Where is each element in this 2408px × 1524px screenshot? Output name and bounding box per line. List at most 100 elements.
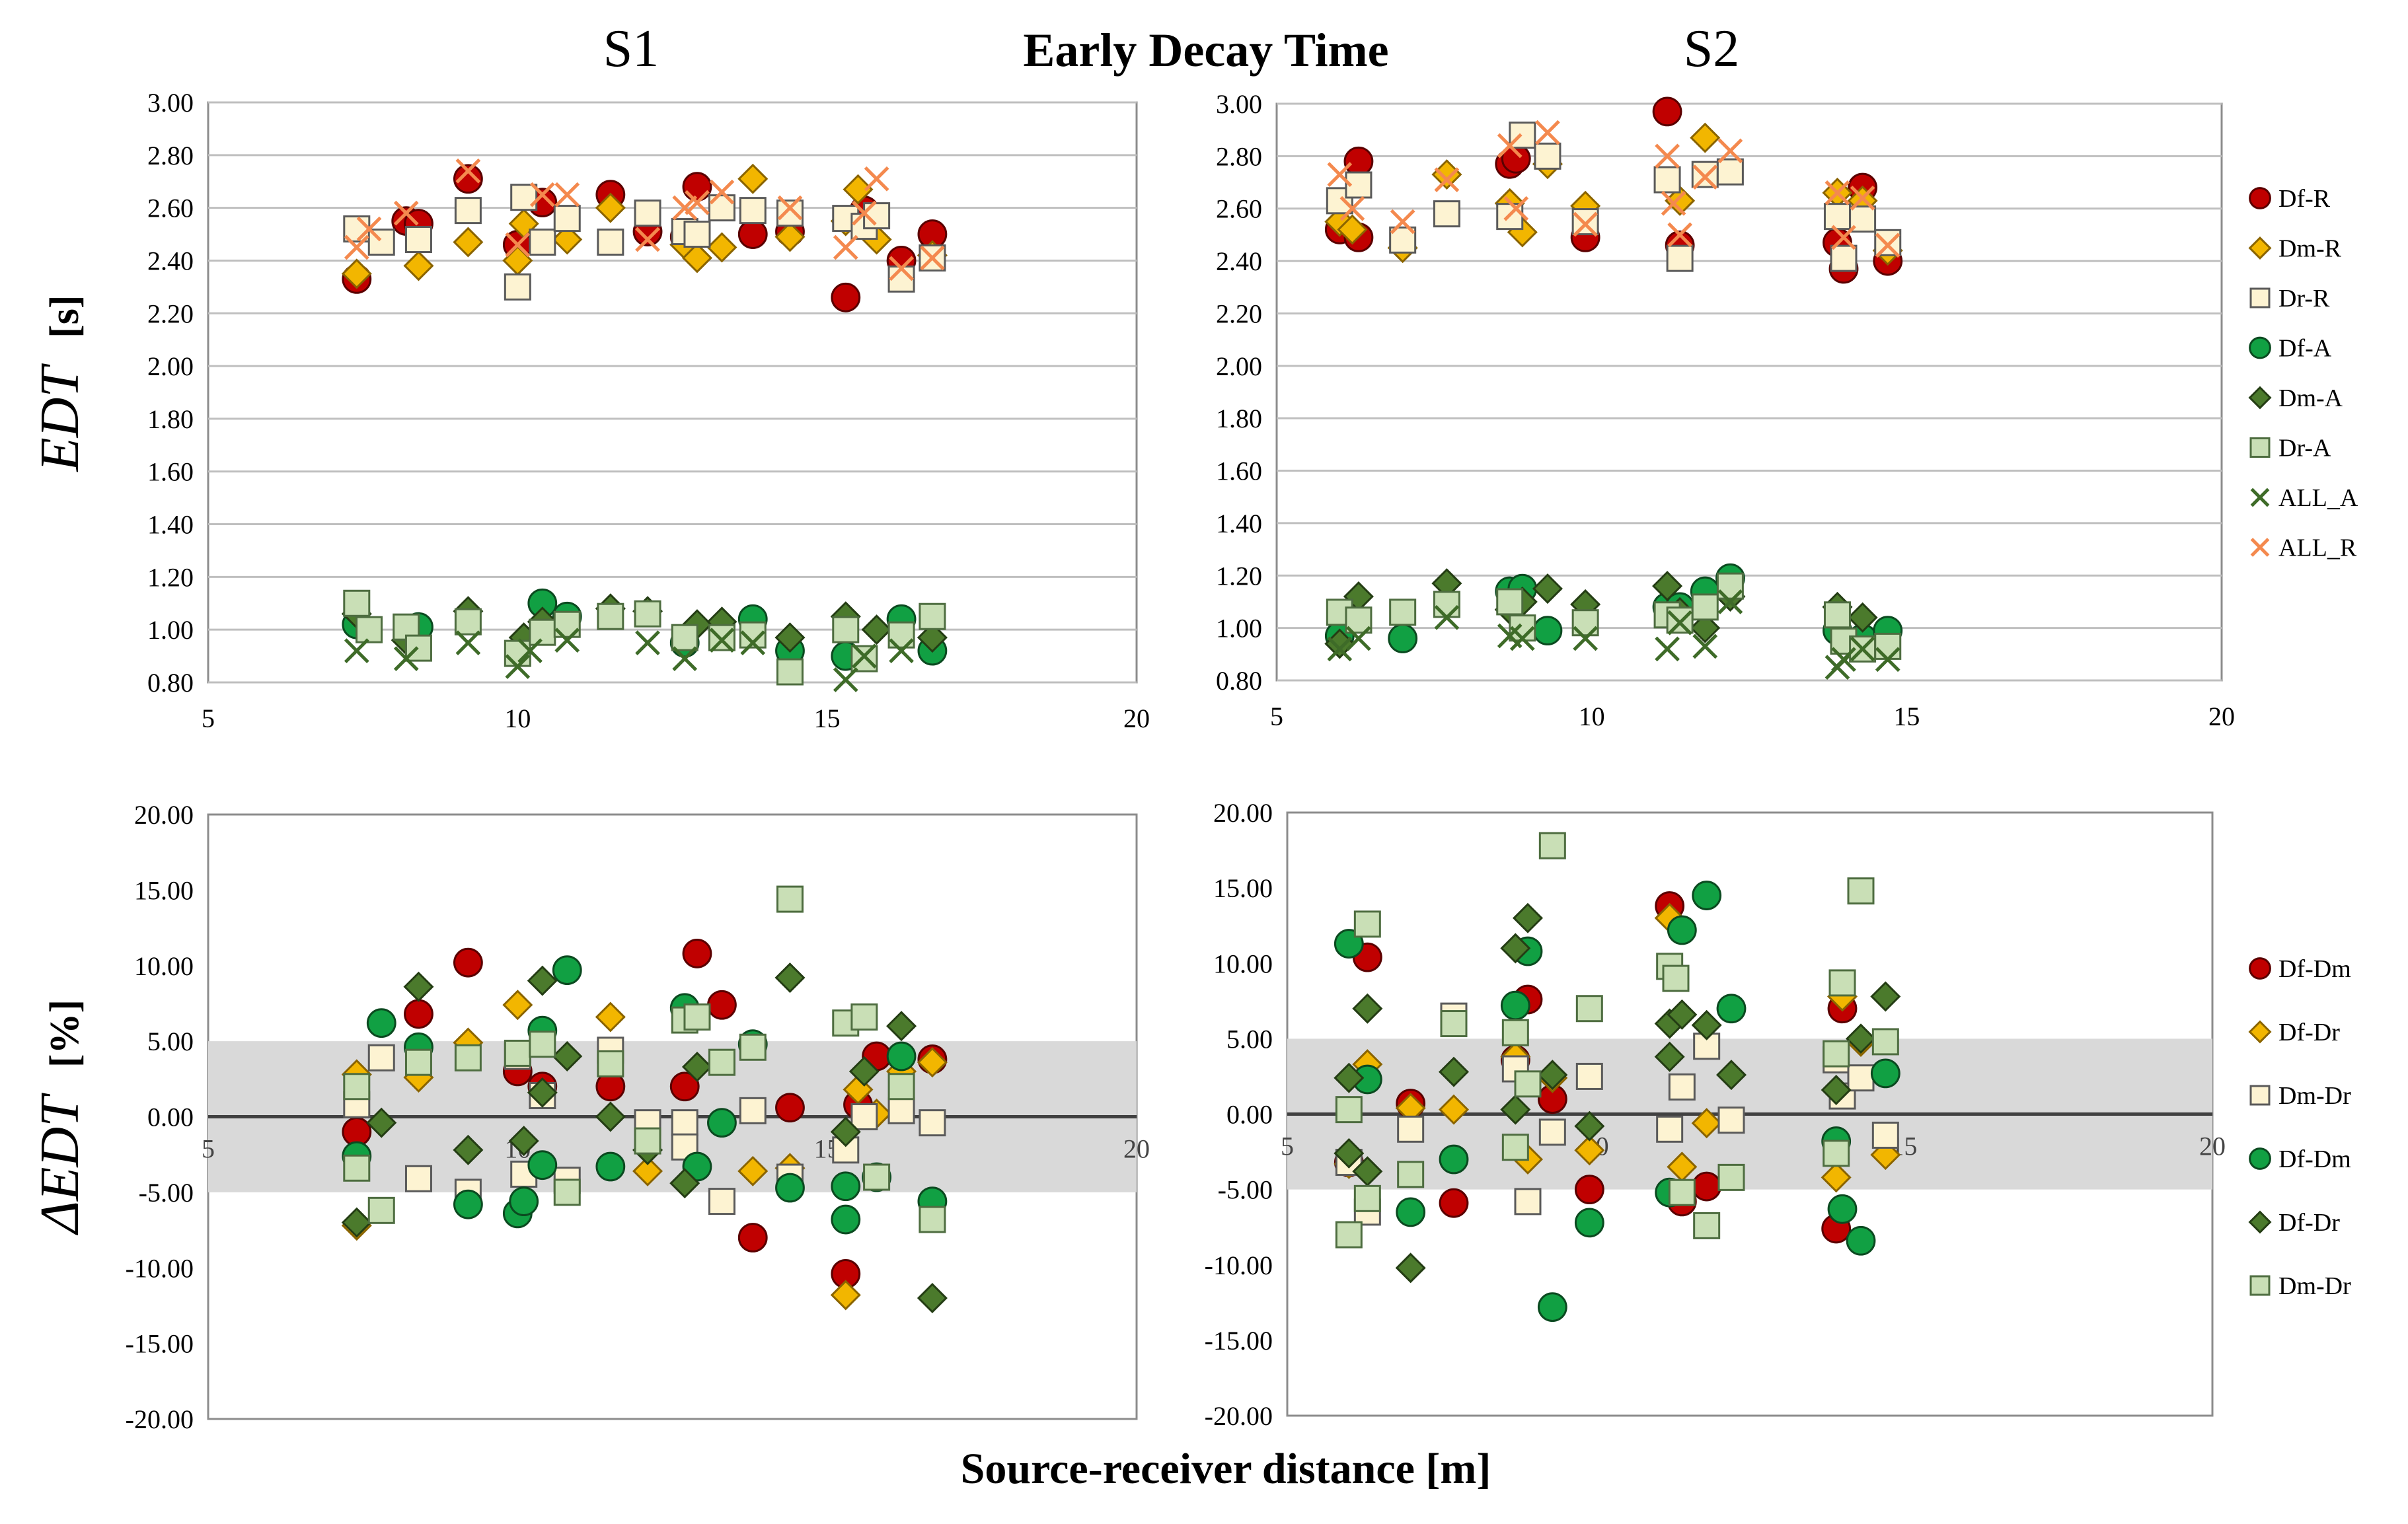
- data-point: [1503, 196, 1529, 221]
- data-point: [1825, 180, 1850, 205]
- data-point: [1830, 244, 1858, 272]
- data-point: [830, 1280, 861, 1311]
- legend-item: Df-A: [2249, 335, 2332, 363]
- legend-marker: [2249, 1147, 2271, 1170]
- data-point: [1396, 1197, 1426, 1227]
- y-tick-label: 2.20: [1216, 299, 1262, 328]
- data-point: [1496, 588, 1524, 616]
- data-point: [1875, 233, 1900, 258]
- data-point: [708, 1048, 735, 1076]
- data-point: [1353, 910, 1381, 938]
- data-point: [1667, 999, 1698, 1030]
- data-point: [843, 174, 874, 205]
- panel-title-s2: S2: [1684, 20, 1740, 78]
- y-tick-label: 1.40: [1216, 509, 1262, 538]
- series-dr-r: [1326, 122, 1902, 272]
- data-point: [1690, 612, 1721, 643]
- legend-marker: [2248, 236, 2272, 260]
- data-point: [919, 1109, 946, 1137]
- data-point: [1691, 1108, 1722, 1139]
- data-point: [454, 1044, 482, 1071]
- legend-item: ALL_A: [2250, 484, 2358, 512]
- data-point: [366, 1008, 396, 1038]
- y-tick-label: -20.00: [126, 1404, 194, 1434]
- data-point: [341, 1207, 372, 1238]
- y-tick-label: 10.00: [134, 951, 194, 981]
- data-point: [1692, 881, 1722, 910]
- data-point: [554, 182, 580, 207]
- data-point: [1668, 1073, 1696, 1101]
- legend-marker: [2248, 1020, 2272, 1044]
- data-point: [1715, 1060, 1747, 1091]
- figure-title: Early Decay Time: [1023, 24, 1388, 77]
- data-point: [1828, 969, 1856, 997]
- data-point: [671, 1109, 698, 1137]
- data-point: [1871, 1121, 1899, 1149]
- data-point: [681, 242, 712, 273]
- data-point: [453, 1134, 484, 1165]
- series-dr-a: [1326, 572, 1902, 663]
- data-point: [681, 1051, 712, 1083]
- series-df-dr: [1334, 902, 1901, 1284]
- data-point: [453, 164, 483, 194]
- y-tick-label: -10.00: [126, 1253, 194, 1283]
- plot-area: [1275, 102, 2223, 682]
- y-tick-label: 10.00: [1213, 949, 1273, 978]
- legend-label: Df-Dm: [2278, 955, 2351, 983]
- data-point: [1716, 994, 1747, 1024]
- x-tick-label: 5: [202, 704, 215, 733]
- data-point: [1501, 1019, 1529, 1046]
- data-point: [635, 227, 660, 252]
- data-point: [1537, 1292, 1567, 1323]
- data-point: [393, 646, 419, 671]
- legend-marker: [2249, 957, 2271, 980]
- x-tick-label: 5: [202, 1134, 215, 1164]
- data-point: [517, 638, 543, 663]
- legend-marker: [2249, 336, 2271, 359]
- data-point: [1514, 1188, 1542, 1216]
- data-point: [635, 630, 660, 656]
- data-point: [887, 1097, 915, 1124]
- y-tick-label: -5.00: [1218, 1175, 1273, 1205]
- legend-marker: [2250, 488, 2270, 507]
- legend-item: Dm-R: [2248, 235, 2342, 263]
- data-point: [595, 1101, 626, 1132]
- data-point: [505, 232, 531, 258]
- data-point: [1691, 593, 1719, 621]
- y-tick-label: 3.00: [1216, 89, 1262, 119]
- y-tick-label: 1.60: [1216, 456, 1262, 486]
- data-point: [1532, 616, 1563, 646]
- data-point: [554, 628, 580, 653]
- data-point: [552, 224, 583, 255]
- data-point: [404, 1048, 432, 1076]
- data-point: [1497, 133, 1523, 159]
- data-point: [1434, 167, 1460, 192]
- data-point: [1337, 214, 1368, 245]
- delta-edt-s2-chart: -20.00 -15.00 -10.00 -5.00 0.00 5.00 10.00 15.0…: [1205, 798, 2226, 1431]
- data-point: [1717, 138, 1743, 164]
- legend-item: Dr-R: [2249, 285, 2330, 312]
- data-point: [737, 219, 768, 249]
- data-point: [708, 1188, 735, 1216]
- legend-item: Dm-Dr: [2249, 1272, 2351, 1300]
- y-tick-label: 1.40: [147, 510, 194, 540]
- y-tick-label: -15.00: [1205, 1326, 1273, 1356]
- x-tick-label: 20: [1123, 704, 1150, 733]
- legend-label: ALL_R: [2278, 534, 2357, 562]
- data-point: [917, 1282, 948, 1314]
- data-point: [1656, 1115, 1684, 1143]
- edt-s2-chart: 0.80 1.00 1.20 1.40 1.60 1.80 2.00 2.20 2.40 2.60…: [1216, 89, 2235, 731]
- y-tick-label: 1.20: [1216, 561, 1262, 591]
- legend-item: Df-Dm: [2249, 1145, 2351, 1173]
- data-point: [777, 195, 803, 221]
- series-all-r: [344, 158, 945, 281]
- data-point: [1831, 225, 1856, 250]
- x-tick-label: 10: [1579, 702, 1605, 731]
- y-label-top-var: EDT: [29, 363, 91, 472]
- y-tick-label: 15.00: [134, 875, 194, 905]
- data-point: [367, 1044, 395, 1071]
- legend-marker: [2249, 1275, 2271, 1296]
- legend-marker: [2249, 287, 2271, 308]
- data-point: [774, 622, 806, 653]
- data-point: [919, 602, 946, 630]
